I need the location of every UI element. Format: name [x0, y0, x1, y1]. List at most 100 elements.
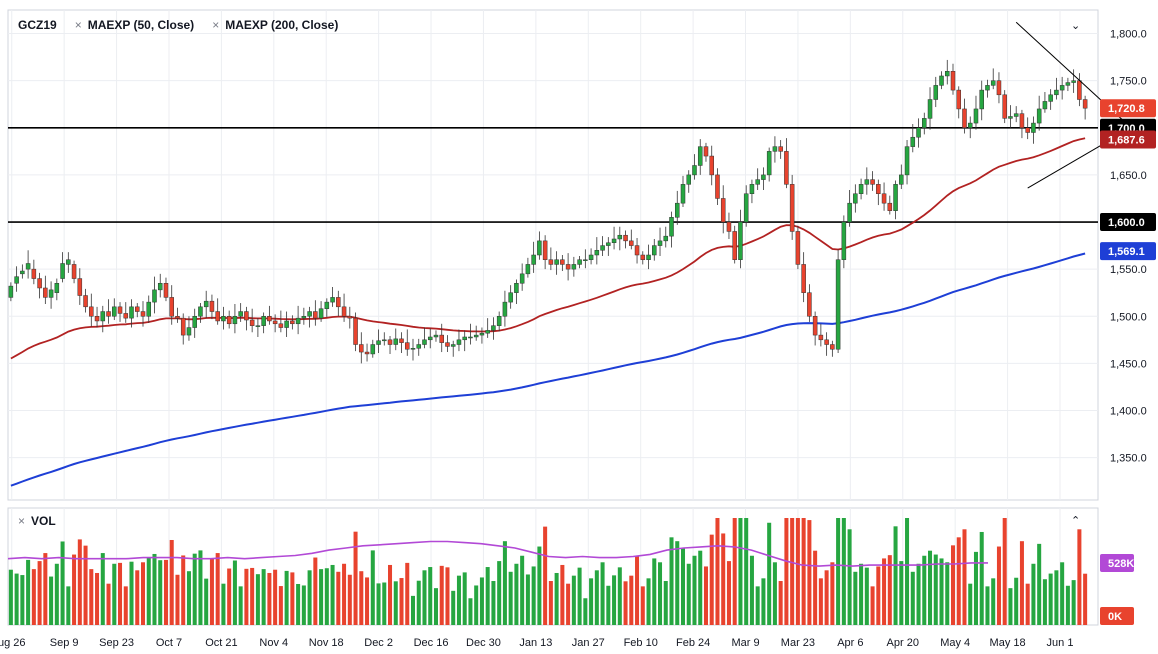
candle-body — [1048, 94, 1053, 102]
volume-bar — [1019, 541, 1024, 625]
volume-bar — [893, 526, 898, 625]
candle-body — [870, 179, 875, 185]
candle-body — [66, 259, 71, 265]
ema50-legend[interactable]: × MAEXP (50, Close) — [75, 18, 195, 32]
candle-body — [531, 254, 536, 265]
volume-bar — [445, 567, 450, 625]
volume-bars — [7, 518, 1088, 625]
candle-body — [485, 330, 490, 334]
candle-body — [112, 306, 117, 317]
volume-bar — [744, 518, 749, 625]
close-icon[interactable]: × — [18, 514, 26, 528]
volume-tag — [1100, 607, 1134, 625]
candle-body — [801, 264, 806, 293]
candle-body — [554, 259, 559, 265]
volume-bar — [853, 571, 858, 625]
candle-body — [100, 311, 106, 322]
candle-body — [881, 193, 887, 204]
candle-body — [508, 292, 513, 303]
candle-body — [313, 311, 318, 319]
volume-bar — [991, 578, 996, 625]
volume-bar — [859, 563, 864, 625]
candle-body — [967, 122, 973, 129]
volume-bar — [410, 595, 416, 625]
chart-legend: GCZ19 × MAEXP (50, Close) × MAEXP (200, Cl… — [18, 18, 338, 32]
candle-body — [14, 276, 19, 284]
candle-body — [71, 264, 77, 279]
candle-body — [416, 344, 422, 349]
chevron-down-icon[interactable]: ⌄ — [1071, 20, 1081, 32]
volume-bar — [658, 562, 663, 625]
volume-bar — [152, 553, 157, 625]
volume-bar — [669, 537, 674, 625]
candle-body — [330, 297, 335, 303]
symbol-label[interactable]: GCZ19 — [18, 18, 57, 32]
candle-body — [502, 301, 508, 317]
volume-bar — [169, 539, 174, 625]
ema200-legend[interactable]: × MAEXP (200, Close) — [212, 18, 338, 32]
volume-bar — [479, 577, 484, 625]
volume-bar — [181, 555, 186, 625]
volume-bar — [1071, 580, 1076, 625]
candle-body — [577, 259, 582, 265]
candle-body — [629, 240, 634, 246]
candle-body — [818, 334, 824, 341]
volume-bar — [726, 561, 731, 625]
y-tick-label: 1,450.0 — [1110, 358, 1147, 370]
candle-body — [1059, 85, 1065, 91]
close-icon[interactable]: × — [74, 18, 82, 32]
volume-bar — [83, 545, 88, 625]
volume-bar — [617, 567, 622, 625]
candle-body — [1025, 127, 1030, 133]
close-icon[interactable]: × — [212, 18, 220, 32]
volume-bar — [497, 561, 502, 625]
volume-bar — [761, 578, 766, 625]
price-tag-label: 1,720.8 — [1108, 103, 1145, 115]
volume-bar — [37, 561, 42, 625]
volume-bar — [468, 598, 473, 625]
candle-body — [180, 317, 186, 336]
y-tick-label: 1,400.0 — [1110, 405, 1147, 417]
volume-bar — [502, 541, 507, 625]
candle-body — [956, 89, 962, 110]
x-tick-label: Feb 24 — [676, 637, 710, 649]
volume-bar — [347, 574, 352, 625]
candle-body — [893, 184, 898, 211]
volume-bar — [956, 537, 961, 625]
volume-bar — [393, 581, 398, 625]
candle-body — [663, 235, 669, 242]
candle-body — [140, 311, 146, 317]
candle-body — [491, 325, 496, 331]
y-tick-label: 1,750.0 — [1110, 76, 1147, 88]
x-tick-label: Dec 2 — [364, 637, 393, 649]
volume-bar — [416, 580, 421, 625]
candle-body — [404, 342, 410, 350]
volume-bar — [887, 555, 892, 625]
volume-bar — [89, 569, 94, 625]
candle-body — [450, 344, 456, 347]
candle-body — [1031, 122, 1036, 133]
volume-bar — [192, 553, 197, 625]
volume-bar — [623, 581, 628, 625]
candle-body — [473, 334, 479, 338]
volume-bar — [830, 562, 835, 625]
candle-body — [841, 221, 847, 260]
x-tick-label: ug 26 — [0, 637, 26, 649]
candle-body — [939, 75, 944, 86]
candle-body — [364, 351, 370, 355]
x-tick-label: Apr 6 — [837, 637, 863, 649]
candle-body — [169, 297, 174, 317]
ema50-label: MAEXP (50, Close) — [87, 18, 195, 32]
price-panel-border — [7, 9, 1099, 501]
candle-body — [944, 71, 950, 77]
moving-averages — [10, 137, 1086, 487]
volume-bar — [560, 564, 565, 625]
volume-bar — [221, 583, 226, 625]
volume-bar — [973, 551, 978, 625]
chevron-up-icon[interactable]: ⌃ — [1071, 515, 1081, 527]
candle-body — [830, 344, 835, 350]
volume-bar — [244, 568, 249, 625]
volume-bar — [847, 529, 852, 625]
volume-bar — [238, 586, 243, 625]
